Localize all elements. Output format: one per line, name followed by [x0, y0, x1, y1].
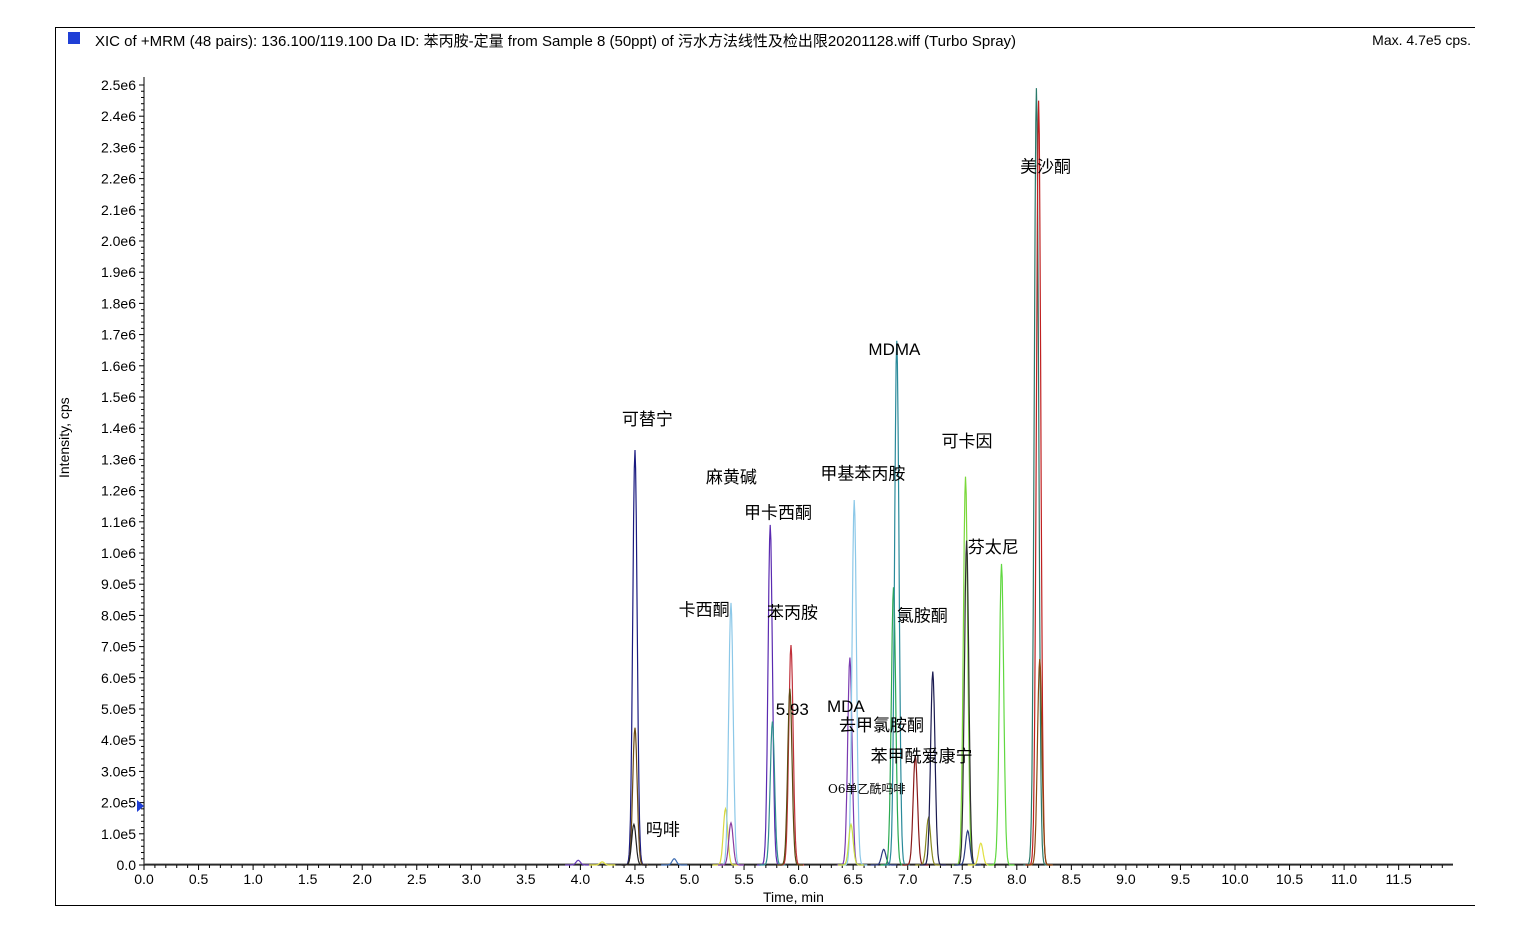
chart-frame [55, 27, 1475, 906]
x-tick-label: 8.5 [1062, 871, 1082, 887]
peak-trace [620, 822, 647, 866]
y-tick-label: 1.3e6 [101, 451, 136, 467]
y-tick-label: 9.0e5 [101, 576, 136, 592]
x-tick-label: 9.5 [1171, 871, 1191, 887]
x-tick-label: 2.5 [407, 871, 427, 887]
peak-trace [954, 829, 981, 866]
y-tick-label: 1.7e6 [101, 327, 136, 343]
y-tick-label: 2.1e6 [101, 202, 136, 218]
y-tick-label: 1.1e6 [101, 514, 136, 530]
peak-annotation: O6单乙酰吗啡 [828, 782, 905, 796]
x-tick-label: 5.0 [680, 871, 700, 887]
y-tick-label: 1.4e6 [101, 420, 136, 436]
x-tick-label: 11.5 [1386, 871, 1412, 887]
x-tick-label: 10.5 [1276, 871, 1303, 887]
y-tick-label: 1.8e6 [101, 295, 136, 311]
y-tick-label: 8.0e5 [101, 607, 136, 623]
peak-trace [1026, 659, 1053, 866]
x-tick-label: 7.0 [898, 871, 918, 887]
x-tick-label: 7.5 [953, 871, 973, 887]
x-tick-label: 10.0 [1221, 871, 1248, 887]
x-tick-label: 6.0 [789, 871, 809, 887]
peak-annotation: 芬太尼 [968, 538, 1019, 558]
x-tick-label: 9.0 [1116, 871, 1136, 887]
peak-trace [777, 644, 805, 866]
y-tick-label: 1.2e6 [101, 483, 136, 499]
peak-annotation: 卡西酮 [679, 600, 730, 620]
peak-trace [952, 476, 979, 866]
x-tick-label: 2.0 [352, 871, 372, 887]
peak-trace [717, 821, 744, 866]
max-intensity-label: Max. 4.7e5 cps. [1372, 32, 1471, 48]
peak-annotation: 去甲氯胺酮 [839, 716, 924, 736]
chart-title: XIC of +MRM (48 pairs): 136.100/119.100 … [95, 33, 1017, 50]
x-tick-label: 1.5 [298, 871, 318, 887]
peak-trace [759, 721, 786, 866]
peak-annotation: MDA [827, 697, 865, 716]
y-tick-label: 2.0e5 [101, 795, 136, 811]
y-tick-label: 2.0e6 [101, 233, 136, 249]
x-tick-label: 0.5 [189, 871, 209, 887]
peak-annotation: 可卡因 [942, 432, 993, 452]
x-axis-label: Time, min [763, 889, 824, 905]
y-tick-label: 1.6e6 [101, 358, 136, 374]
x-tick-label: 0.0 [134, 871, 154, 887]
peak-trace [565, 859, 592, 866]
peak-trace [621, 727, 648, 866]
x-tick-label: 8.0 [1007, 871, 1027, 887]
peak-annotation: 美沙酮 [1020, 157, 1071, 177]
peak-trace [776, 688, 803, 866]
x-tick-label: 3.5 [516, 871, 536, 887]
peak-trace [870, 848, 897, 866]
peak-trace [621, 449, 648, 866]
peak-annotation: 氯胺酮 [897, 607, 948, 627]
peak-annotation: MDMA [868, 340, 921, 359]
y-tick-label: 4.0e5 [101, 732, 136, 748]
legend-color-marker [68, 32, 80, 44]
x-tick-label: 5.5 [734, 871, 754, 887]
peak-annotation: 麻黄碱 [706, 468, 757, 488]
peak-trace [902, 755, 929, 866]
peak-annotation: 吗啡 [646, 820, 680, 840]
peak-trace [841, 499, 868, 866]
y-tick-label: 1.9e6 [101, 264, 136, 280]
y-tick-label: 1.5e6 [101, 389, 136, 405]
x-tick-label: 4.5 [625, 871, 645, 887]
peak-trace [717, 602, 744, 866]
peak-trace [953, 540, 980, 866]
peak-annotation: 5.93 [776, 700, 809, 719]
peak-trace [589, 861, 616, 866]
y-tick-label: 5.0e5 [101, 701, 136, 717]
x-tick-label: 1.0 [243, 871, 263, 887]
y-tick-label: 2.4e6 [101, 108, 136, 124]
peak-trace [919, 671, 946, 866]
peak-annotation: 苯甲酰爱康宁 [871, 747, 973, 767]
peak-trace [712, 806, 739, 866]
peak-trace [988, 563, 1015, 866]
y-tick-label: 1.0e6 [101, 545, 136, 561]
x-tick-label: 6.5 [843, 871, 863, 887]
peak-annotation: 可替宁 [622, 410, 673, 430]
x-tick-label: 4.0 [571, 871, 591, 887]
y-tick-label: 0.0 [117, 857, 137, 873]
y-tick-label: 2.5e6 [101, 77, 136, 93]
y-tick-label: 1.0e5 [101, 826, 136, 842]
peak-trace [837, 822, 865, 866]
peak-annotation: 甲卡西酮 [744, 504, 812, 524]
x-tick-label: 11.0 [1331, 871, 1357, 887]
peak-trace [661, 858, 688, 866]
y-tick-label: 2.3e6 [101, 139, 136, 155]
x-tick-label: 3.0 [462, 871, 482, 887]
peak-annotation: 甲基苯丙胺 [820, 465, 905, 485]
peak-trace [757, 524, 784, 866]
y-tick-label: 7.0e5 [101, 639, 136, 655]
y-marker-triangle [137, 800, 144, 812]
y-tick-label: 6.0e5 [101, 670, 136, 686]
y-tick-label: 3.0e5 [101, 763, 136, 779]
y-tick-label: 2.2e6 [101, 171, 136, 187]
peak-annotation: 苯丙胺 [767, 604, 818, 624]
